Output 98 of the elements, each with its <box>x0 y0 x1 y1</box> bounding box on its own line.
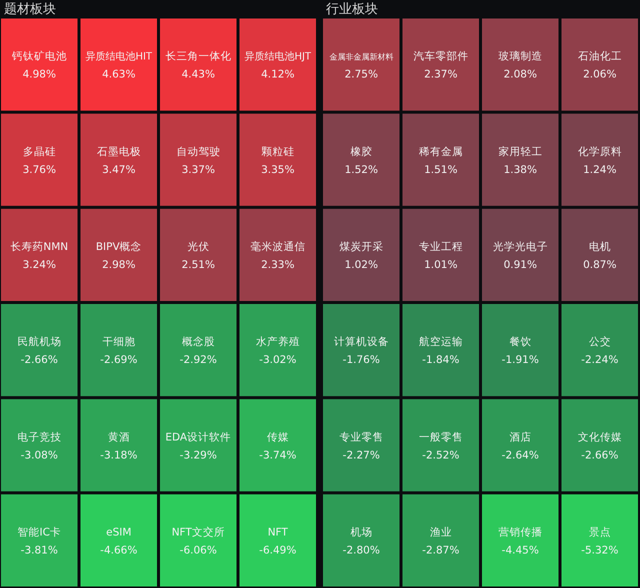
data-label: -1.91% <box>502 354 539 366</box>
data-label: -2.66% <box>581 449 618 462</box>
data-label: -2.24% <box>581 354 618 366</box>
category-label: 文化传媒 <box>578 430 622 444</box>
data-label: -2.27% <box>342 449 380 462</box>
data-label: 4.98% <box>22 68 56 81</box>
data-label: -5.32% <box>581 544 618 556</box>
data-label: 1.01% <box>424 258 458 271</box>
category-label: 玻璃制造 <box>498 50 542 63</box>
category-label: 光伏 <box>187 240 210 253</box>
data-label: 3.37% <box>182 164 215 176</box>
category-label: 石墨电极 <box>96 144 141 158</box>
category-label: 汽车零部件 <box>413 50 468 63</box>
category-label: eSIM <box>106 526 132 538</box>
data-label: -2.66% <box>20 354 58 366</box>
data-label: 3.47% <box>102 164 136 176</box>
data-label: 1.51% <box>424 164 458 176</box>
data-label: -2.92% <box>180 354 217 366</box>
data-label: 2.33% <box>261 258 294 271</box>
category-label: 异质结电池HJT <box>244 50 312 63</box>
data-label: 2.37% <box>424 68 458 81</box>
data-label: 1.24% <box>583 164 616 176</box>
data-label: -1.84% <box>422 354 460 366</box>
text: 题材板块 <box>4 2 56 17</box>
data-label: -2.64% <box>502 449 539 462</box>
data-label: 2.08% <box>504 68 537 81</box>
category-label: 黄酒 <box>108 430 130 444</box>
category-label: 多晶硅 <box>22 144 56 158</box>
category-label: NFT <box>268 526 288 538</box>
category-label: 酒店 <box>509 430 532 444</box>
category-label: 煤炭开采 <box>339 240 384 253</box>
category-label: 电子竞技 <box>17 430 62 444</box>
category-label: 一般零售 <box>418 431 463 444</box>
data-label: -3.02% <box>259 354 296 366</box>
category-label: 餐饮 <box>509 336 532 348</box>
category-label: 概念股 <box>182 336 215 348</box>
data-label: 4.63% <box>102 68 136 81</box>
category-label: 景点 <box>588 525 611 538</box>
category-label: EDA设计软件 <box>165 430 232 444</box>
data-label: -3.81% <box>20 544 58 556</box>
data-label: 1.38% <box>504 164 537 176</box>
category-label: 专业工程 <box>418 240 463 253</box>
category-label: 光学光电子 <box>492 240 548 253</box>
category-label: 毫米波通信 <box>250 240 306 253</box>
category-label: 颗粒硅 <box>261 144 294 158</box>
category-label: 电机 <box>588 240 611 253</box>
category-label: 专业零售 <box>339 430 384 444</box>
category-label: 稀有金属 <box>418 146 463 158</box>
data-label: -6.49% <box>259 544 296 556</box>
data-label: -4.66% <box>100 544 138 556</box>
data-label: 0.87% <box>583 258 616 271</box>
data-label: 1.02% <box>344 258 378 271</box>
data-label: -2.69% <box>100 354 138 366</box>
data-label: -3.18% <box>100 449 138 462</box>
category-label: 渔业 <box>430 525 452 538</box>
category-label: 计算机设备 <box>334 335 389 348</box>
category-label: 长三角一体化 <box>165 50 232 63</box>
category-label: 橡胶 <box>350 144 372 158</box>
data-label: 2.06% <box>583 68 616 81</box>
data-label: 4.12% <box>261 68 294 81</box>
category-label: 石油化工 <box>578 50 622 63</box>
category-label: 钙钛矿电池 <box>10 50 67 63</box>
data-label: 1.52% <box>344 164 378 176</box>
category-label: 传媒 <box>266 431 289 444</box>
data-label: -6.06% <box>180 544 217 556</box>
data-label: 4.43% <box>182 68 215 81</box>
category-label: 干细胞 <box>102 336 136 348</box>
category-label: 长寿药NMN <box>10 240 68 253</box>
data-label: 3.76% <box>22 164 56 176</box>
data-label: -3.29% <box>180 449 217 462</box>
data-label: 2.98% <box>102 258 136 271</box>
data-label: 3.24% <box>22 258 56 271</box>
category-label: 公交 <box>588 335 611 348</box>
data-label: -3.74% <box>259 449 296 462</box>
category-label: 化学原料 <box>578 144 622 158</box>
category-label: 金属非金属新材料 <box>329 52 394 62</box>
data-label: -4.45% <box>502 544 539 556</box>
category-label: 异质结电池HIT <box>85 50 153 63</box>
category-label: 自动驾驶 <box>176 144 220 158</box>
data-label: -2.87% <box>422 544 460 556</box>
data-label: -1.76% <box>342 354 380 366</box>
category-label: 智能IC卡 <box>18 525 61 538</box>
data-label: -3.08% <box>20 449 58 462</box>
category-label: 航空运输 <box>418 335 463 348</box>
category-label: 营销传播 <box>498 525 542 538</box>
data-label: 0.91% <box>504 258 537 271</box>
category-label: 水产养殖 <box>256 335 300 348</box>
category-label: 家用轻工 <box>498 144 542 158</box>
text: 行业板块 <box>326 2 378 17</box>
category-label: NFT文交所 <box>172 525 225 538</box>
data-label: 3.35% <box>261 164 294 176</box>
category-label: 机场 <box>350 526 372 538</box>
category-label: BIPV概念 <box>96 240 142 253</box>
category-label: 民航机场 <box>17 335 62 348</box>
data-label: -2.52% <box>422 449 460 462</box>
data-label: 2.51% <box>182 258 215 271</box>
data-label: -2.80% <box>342 544 380 556</box>
data-label: 2.75% <box>344 68 378 81</box>
